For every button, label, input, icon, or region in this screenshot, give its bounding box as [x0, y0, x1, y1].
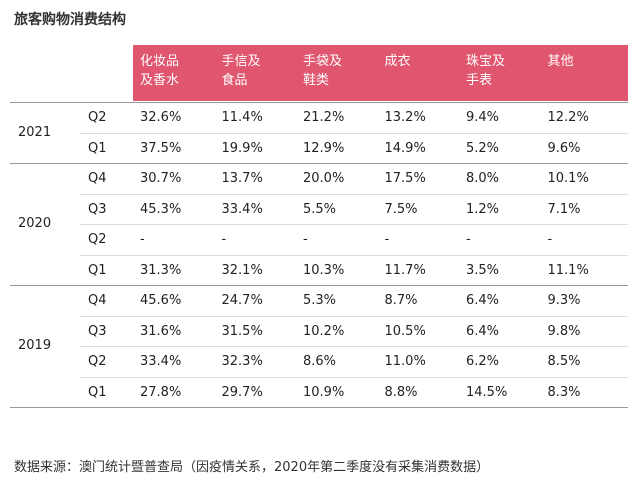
cell: 31.5% — [221, 323, 263, 339]
cell: 5.2% — [466, 140, 500, 156]
column-header: 化妆品 及香水 — [140, 54, 180, 88]
quarter-label: Q1 — [88, 384, 107, 400]
cell: - — [384, 232, 390, 247]
cell: 8.0% — [466, 171, 500, 186]
cell: 32.3% — [221, 354, 263, 369]
row-line — [80, 132, 628, 134]
cell: 10.3% — [303, 262, 345, 278]
cell: 11.4% — [221, 110, 263, 125]
cell: 17.5% — [384, 171, 426, 186]
cell: - — [303, 232, 308, 247]
cell: 13.7% — [221, 171, 263, 186]
column-header: 其他 — [547, 54, 574, 69]
row-line — [10, 163, 628, 164]
cell: - — [221, 232, 227, 247]
cell: 10.1% — [547, 171, 589, 186]
cell: 31.3% — [140, 262, 182, 278]
cell: 1.2% — [466, 201, 500, 217]
row-line — [80, 254, 628, 256]
cell: 21.2% — [303, 110, 345, 125]
quarter-label: Q1 — [88, 140, 107, 156]
quarter-label: Q4 — [88, 171, 107, 186]
row-line — [10, 285, 628, 286]
cell: 7.1% — [547, 201, 581, 217]
header-band — [133, 45, 628, 101]
cell: 12.9% — [303, 140, 345, 156]
row-line — [80, 346, 628, 347]
column-header: 成衣 — [384, 54, 411, 69]
quarter-label: Q3 — [88, 323, 107, 339]
cell: 20.0% — [303, 171, 345, 186]
cell: 10.2% — [303, 323, 345, 339]
cell: 11.0% — [384, 354, 426, 369]
cell: 9.4% — [466, 110, 500, 125]
row-line — [80, 315, 628, 317]
cell: 5.3% — [303, 293, 337, 308]
cell: 33.4% — [221, 201, 263, 217]
quarter-label: Q1 — [88, 262, 107, 278]
cell: 14.5% — [466, 384, 508, 400]
cell: 6.4% — [466, 293, 500, 308]
cell: 31.6% — [140, 323, 182, 339]
row-line — [10, 407, 628, 408]
cell: 30.7% — [140, 171, 182, 186]
cell: - — [140, 232, 145, 247]
cell: 8.6% — [303, 354, 337, 369]
cell: 29.7% — [221, 384, 263, 400]
cell: 11.7% — [384, 262, 426, 278]
quarter-label: Q2 — [88, 232, 107, 247]
cell: 27.8% — [140, 384, 182, 400]
column-header: 珠宝及 手表 — [466, 54, 506, 88]
cell: 10.9% — [303, 384, 345, 400]
cell: 8.8% — [384, 384, 418, 400]
column-header: 手袋及 鞋类 — [303, 54, 343, 88]
cell: - — [547, 232, 553, 247]
cell: 32.6% — [140, 110, 182, 125]
cell: 9.8% — [547, 323, 581, 339]
cell: 12.2% — [547, 110, 589, 125]
row-line — [10, 102, 628, 103]
year-label: 2020 — [18, 216, 52, 231]
cell: 9.3% — [547, 293, 581, 308]
source-note: 数据来源：澳门统计暨普查局（因疫情关系，2020年第二季度没有采集消费数据） — [14, 460, 490, 475]
cell: 11.1% — [547, 262, 589, 278]
cell: 8.5% — [547, 354, 581, 369]
column-header: 手信及 食品 — [221, 54, 261, 88]
cell: 45.3% — [140, 201, 182, 217]
quarter-label: Q2 — [88, 354, 107, 369]
cell: 45.6% — [140, 293, 182, 308]
cell: 19.9% — [221, 140, 263, 156]
cell: 6.2% — [466, 354, 500, 369]
quarter-label: Q4 — [88, 293, 107, 308]
year-label: 2021 — [18, 124, 52, 140]
cell: 8.7% — [384, 293, 418, 308]
cell: 7.5% — [384, 201, 418, 217]
year-label: 2019 — [18, 338, 52, 353]
cell: 8.3% — [547, 384, 581, 400]
cell: 10.5% — [384, 323, 426, 339]
quarter-label: Q3 — [88, 201, 107, 217]
row-line — [80, 224, 628, 225]
cell: 3.5% — [466, 262, 500, 278]
cell: 37.5% — [140, 140, 182, 156]
title: 旅客购物消费结构 — [14, 12, 126, 28]
cell: 24.7% — [221, 293, 263, 308]
cell: 33.4% — [140, 354, 182, 369]
row-line — [80, 376, 628, 378]
cell: 6.4% — [466, 323, 500, 339]
cell: 14.9% — [384, 140, 426, 156]
cell: - — [466, 232, 471, 247]
quarter-label: Q2 — [88, 110, 107, 125]
cell: 13.2% — [384, 110, 426, 125]
row-line — [80, 193, 628, 195]
cell: 5.5% — [303, 201, 337, 217]
cell: 9.6% — [547, 140, 581, 156]
cell: 32.1% — [221, 262, 263, 278]
